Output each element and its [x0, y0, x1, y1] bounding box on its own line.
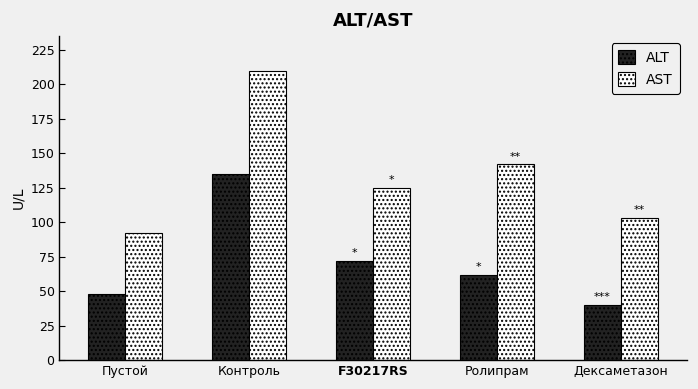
Bar	[88, 294, 125, 360]
Bar	[497, 165, 535, 360]
Text: **: **	[510, 152, 521, 161]
Legend: ALT, AST: ALT, AST	[611, 43, 680, 94]
Text: **: **	[634, 205, 646, 216]
Text: ***: ***	[594, 292, 611, 302]
Title: ALT/AST: ALT/AST	[333, 11, 413, 29]
Bar	[125, 233, 163, 360]
Bar	[621, 218, 658, 360]
Text: *: *	[476, 262, 482, 272]
Bar	[584, 305, 621, 360]
Bar	[336, 261, 373, 360]
Bar	[212, 174, 249, 360]
Bar	[460, 275, 497, 360]
Y-axis label: U/L: U/L	[11, 187, 25, 209]
Text: *: *	[352, 248, 357, 258]
Text: *: *	[389, 175, 394, 185]
Bar	[373, 188, 410, 360]
Bar	[249, 71, 286, 360]
